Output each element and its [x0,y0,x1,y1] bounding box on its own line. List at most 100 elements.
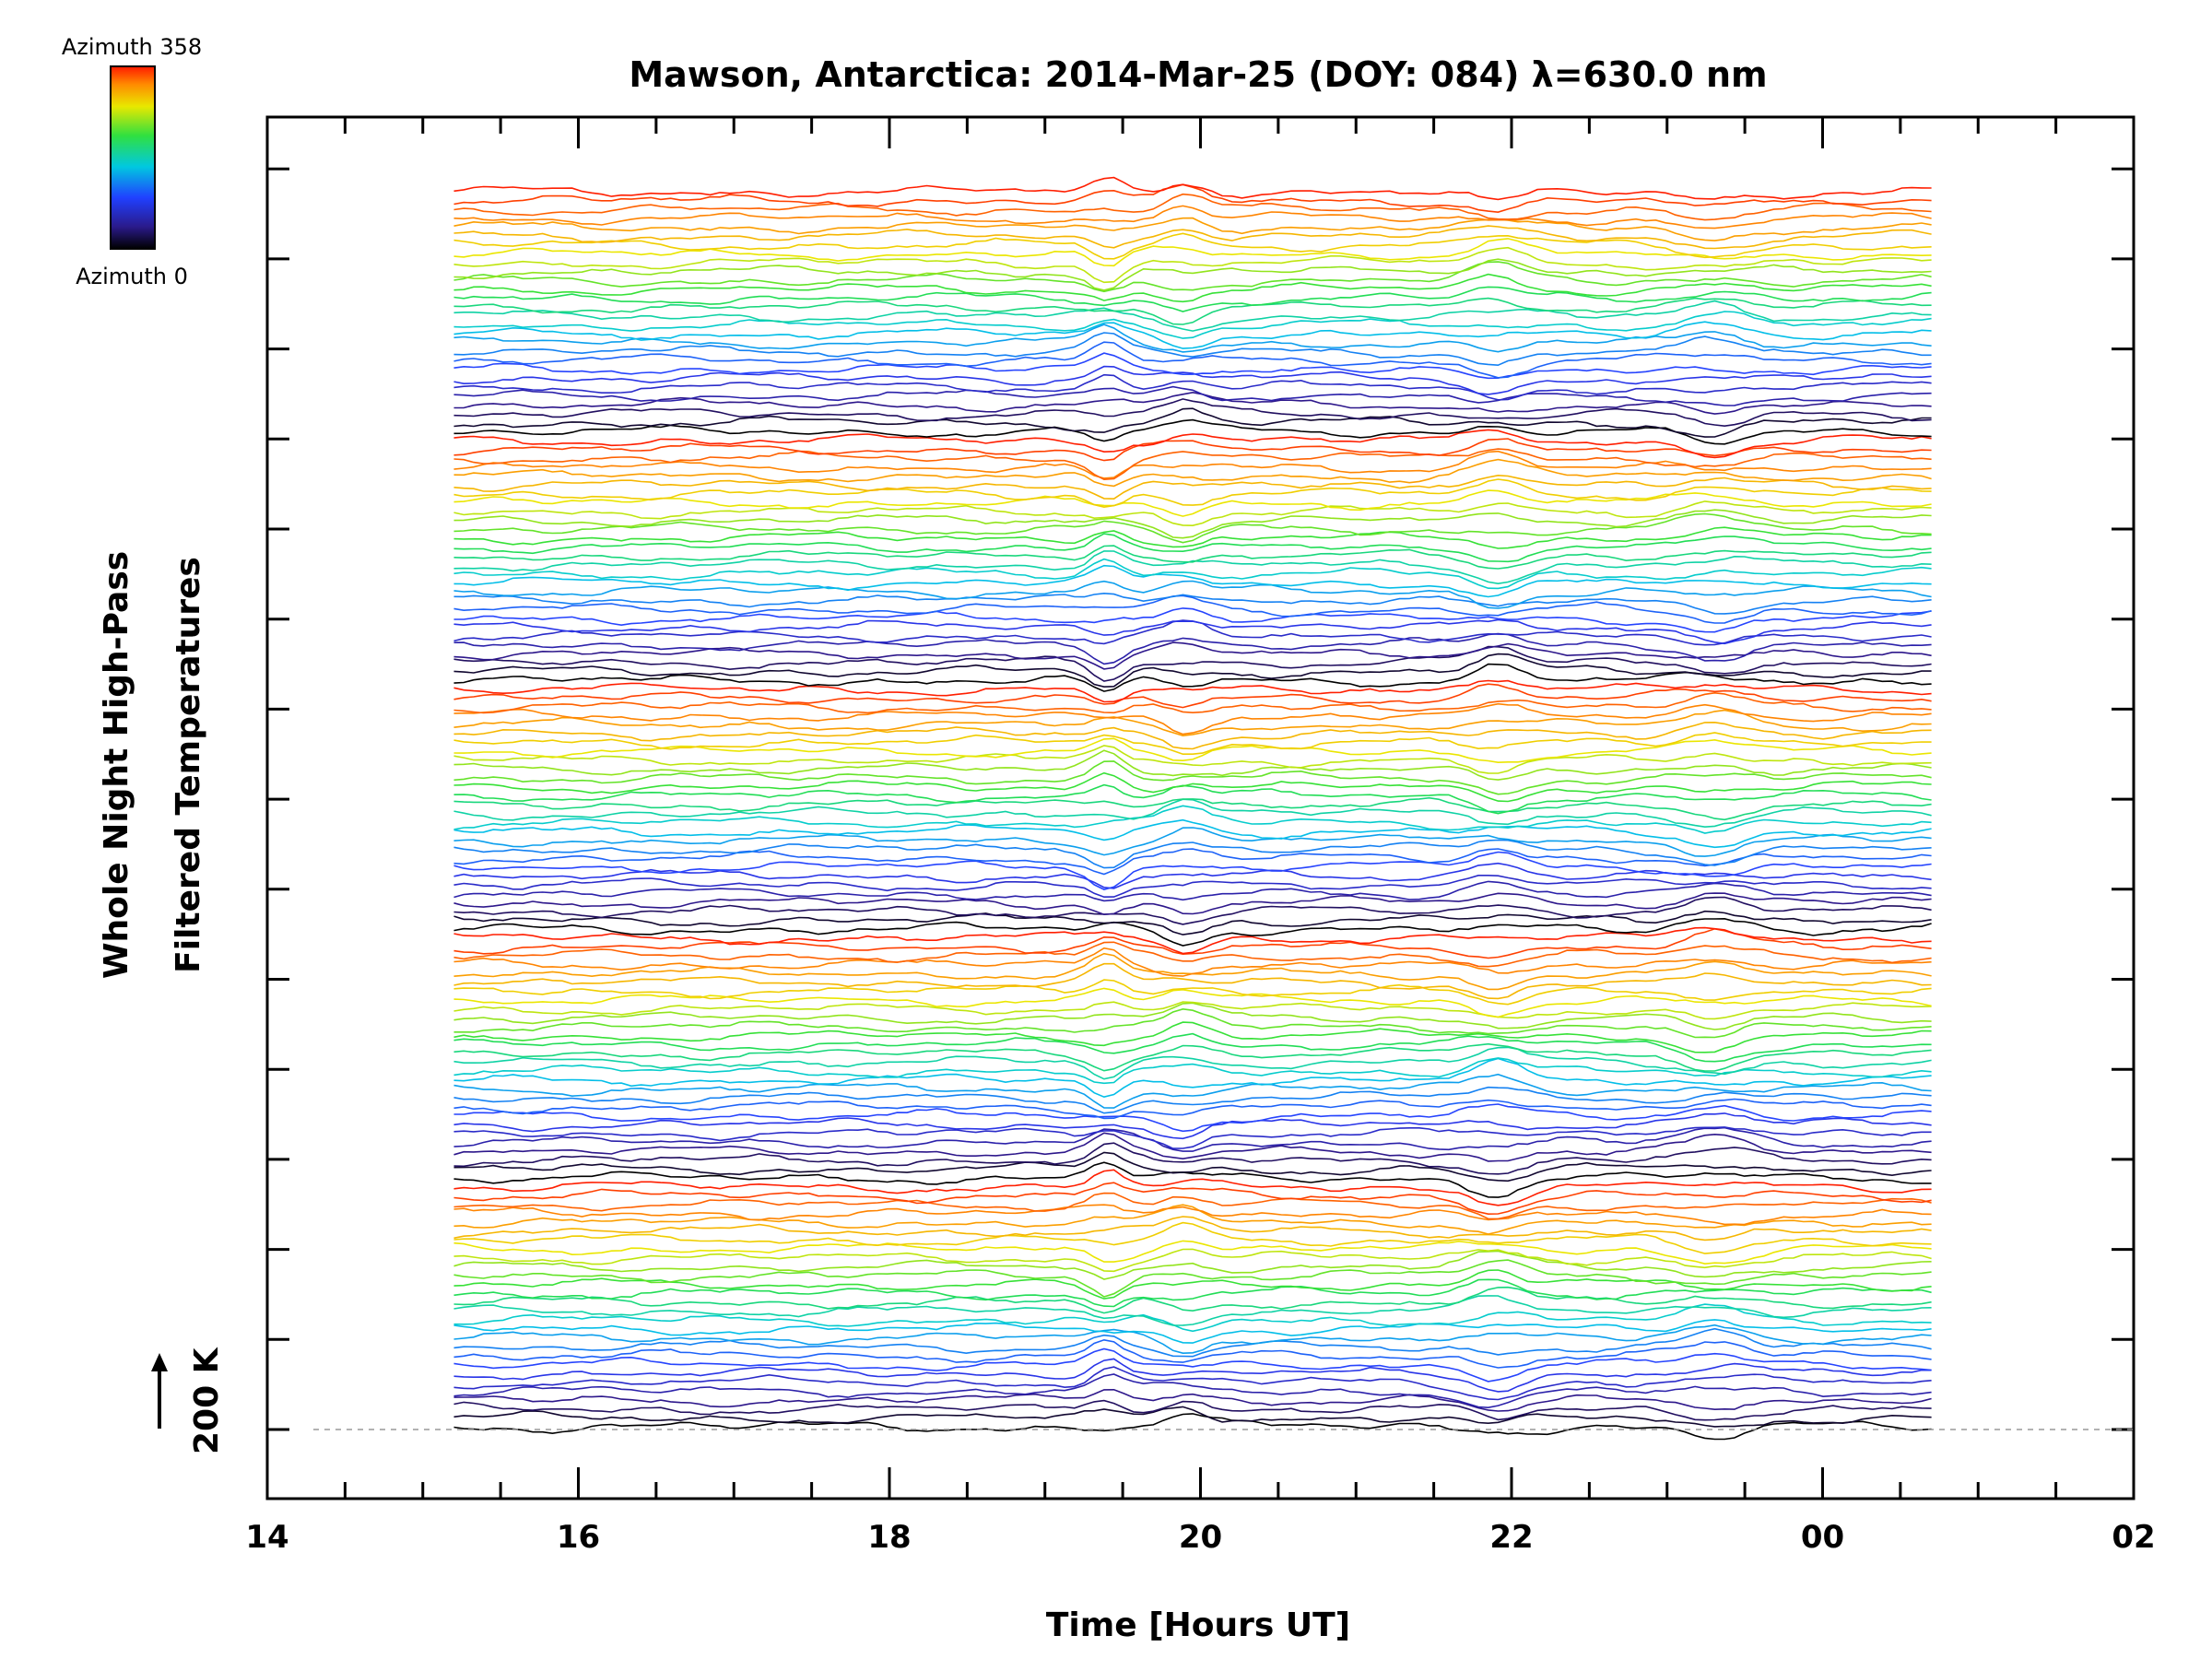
azimuth-curve [453,1347,1932,1382]
azimuth-curve [453,927,1932,959]
x-tick-label: 20 [1179,1519,1222,1556]
azimuth-curve [453,564,1932,598]
azimuth-curve [453,580,1932,609]
azimuth-curve [453,545,1932,570]
series-curves [453,176,1932,1441]
azimuth-curve [453,702,1932,735]
azimuth-curve [453,896,1932,925]
azimuth-curve [453,1021,1932,1053]
azimuth-curve [453,679,1932,703]
azimuth-curve [453,474,1932,500]
azimuth-curve [453,398,1932,428]
azimuth-curve [453,641,1932,670]
azimuth-curve [453,1204,1932,1226]
colorbar: Azimuth 358 Azimuth 0 [62,34,202,289]
azimuth-curve [453,1327,1932,1358]
azimuth-curve [453,385,1932,406]
azimuth-curve [453,509,1932,539]
azimuth-curve [453,1161,1932,1198]
azimuth-curve [453,892,1932,916]
azimuth-curve [453,1098,1932,1120]
azimuth-curve [453,332,1932,367]
azimuth-curve [453,737,1932,764]
azimuth-curve [453,709,1932,737]
y-axis-label-line1: Whole Night High-Pass [98,551,135,979]
azimuth-curve [453,1216,1932,1241]
azimuth-curve [453,418,1932,445]
azimuth-curve [453,987,1932,1018]
azimuth-curve [453,550,1932,585]
azimuth-curve [453,258,1932,291]
azimuth-curve [453,1388,1932,1412]
azimuth-curve [453,1007,1932,1039]
x-tick-label: 22 [1489,1519,1533,1556]
azimuth-curve [453,205,1932,229]
azimuth-curve [453,917,1932,947]
azimuth-curve [453,273,1932,303]
azimuth-curve [453,311,1932,339]
azimuth-curve [453,1142,1932,1175]
azimuth-curve [453,1286,1932,1314]
colorbar-top-label: Azimuth 358 [62,34,202,60]
azimuth-curve [453,594,1932,624]
azimuth-curve [453,875,1932,899]
azimuth-curve [453,691,1932,714]
azimuth-curve [453,653,1932,688]
azimuth-curve [453,176,1932,201]
azimuth-curve [453,796,1932,821]
azimuth-curve [453,489,1932,517]
chart-title: Mawson, Antarctica: 2014-Mar-25 (DOY: 08… [629,54,1767,95]
azimuth-curve [453,1259,1932,1298]
azimuth-curve [453,1373,1932,1409]
azimuth-curve [453,880,1932,902]
x-tick-label: 16 [557,1519,600,1556]
azimuth-curve [453,732,1932,755]
azimuth-curve [453,962,1932,1000]
azimuth-curve [453,1132,1932,1162]
azimuth-curve [453,352,1932,380]
azimuth-curve [453,1204,1932,1235]
azimuth-curve [453,391,1932,415]
azimuth-curve [453,1250,1932,1280]
azimuth-curve [453,533,1932,563]
azimuth-curve [453,1269,1932,1300]
azimuth-curve [453,324,1932,353]
azimuth-curve [453,1406,1932,1428]
azimuth-curve [453,721,1932,750]
azimuth-curve [453,1103,1932,1133]
x-tick-label: 14 [245,1519,288,1556]
azimuth-curve [453,1319,1932,1344]
azimuth-curve [453,1324,1932,1355]
azimuth-curve [453,341,1932,379]
azimuth-curve [453,1032,1932,1063]
azimuth-curve [453,1399,1932,1421]
azimuth-curve [453,979,1932,1006]
azimuth-curve [453,632,1932,665]
azimuth-curve [453,1221,1932,1254]
azimuth-curve [453,1366,1932,1401]
azimuth-curve [453,607,1932,633]
axes: 14 16 18 20 22 00 02 [245,115,2156,1556]
azimuth-curve [453,783,1932,815]
azimuth-curve [453,246,1932,284]
azimuth-curve [453,1182,1932,1216]
azimuth-curve [453,749,1932,781]
azimuth-curve [453,1057,1932,1099]
azimuth-curve [453,1295,1932,1326]
azimuth-curve [453,1057,1932,1085]
azimuth-curve [453,1001,1932,1020]
scale-indicator: 200 K [151,1347,226,1454]
azimuth-curve [453,500,1932,527]
azimuth-curve [453,848,1932,876]
azimuth-curve [453,1126,1932,1149]
azimuth-curve [453,1151,1932,1182]
azimuth-curve [453,321,1932,349]
azimuth-curve [453,760,1932,795]
azimuth-curve [453,592,1932,615]
azimuth-curve [453,645,1932,682]
azimuth-curve [453,183,1932,214]
x-tick-label: 18 [867,1519,911,1556]
azimuth-curve [453,851,1932,890]
x-axis-label: Time [Hours UT] [1046,1606,1350,1644]
azimuth-curve [453,1338,1932,1369]
